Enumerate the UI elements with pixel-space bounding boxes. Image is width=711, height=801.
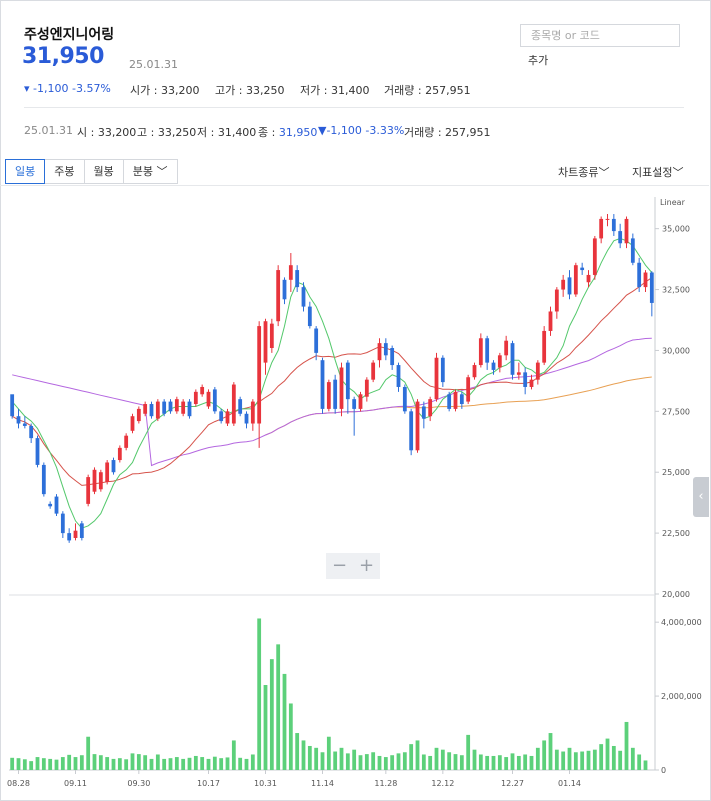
quote-low-value: 31,400 [330,84,370,97]
side-panel-toggle[interactable]: ‹ [693,477,709,517]
quote-low: 저가 : 31,400 [300,84,370,97]
price-change: ▾ -1,100 -3.57% [24,82,111,95]
toolbar-divider [0,185,709,186]
quote-high: 고가 : 33,250 [215,84,285,97]
tab-minute[interactable]: 분봉 ﹀ [122,159,178,184]
summary-close: 종 : 31,950 [258,124,317,140]
divider [24,107,684,108]
quote-open-label: 시가 [130,84,151,97]
summary-change: ▼-1,100 -3.33% [318,124,405,137]
summary-high: 고 : 33,250 [137,126,197,139]
quote-volume-label: 거래량 [384,84,415,97]
zoom-in-button[interactable]: + [358,555,375,576]
summary-close-value: 31,950 [278,126,318,139]
period-tabs: 일봉 주봉 월봉 분봉 ﹀ [5,159,178,184]
tab-weekly[interactable]: 주봉 [44,159,85,184]
search-input[interactable] [520,24,680,47]
zoom-out-button[interactable]: − [331,555,348,576]
indicator-settings-dropdown[interactable]: 지표설정﹀ [632,166,684,179]
tab-monthly[interactable]: 월봉 [83,159,124,184]
quote-low-label: 저가 [300,84,321,97]
summary-close-label: 종 : [258,126,279,139]
summary-volume: 거래량 : 257,951 [404,126,491,139]
price-date: 25.01.31 [129,58,178,71]
quote-high-value: 33,250 [245,84,285,97]
quote-volume-value: 257,951 [425,84,471,97]
chart-type-dropdown[interactable]: 차트종류﹀ [558,166,610,179]
quote-open-value: 33,200 [160,84,200,97]
quote-volume: 거래량 : 257,951 [384,84,471,97]
zoom-control: − + [326,553,380,579]
summary-open: 시 : 33,200 [77,126,137,139]
stock-name: 주성엔지니어링 [24,27,115,43]
add-button[interactable]: 추가 [528,54,549,67]
summary-low: 저 : 31,400 [197,126,257,139]
quote-open: 시가 : 33,200 [130,84,200,97]
quote-high-label: 고가 [215,84,236,97]
tab-daily[interactable]: 일봉 [5,159,46,184]
current-price: 31,950 [22,44,104,69]
summary-date: 25.01.31 [24,124,73,137]
